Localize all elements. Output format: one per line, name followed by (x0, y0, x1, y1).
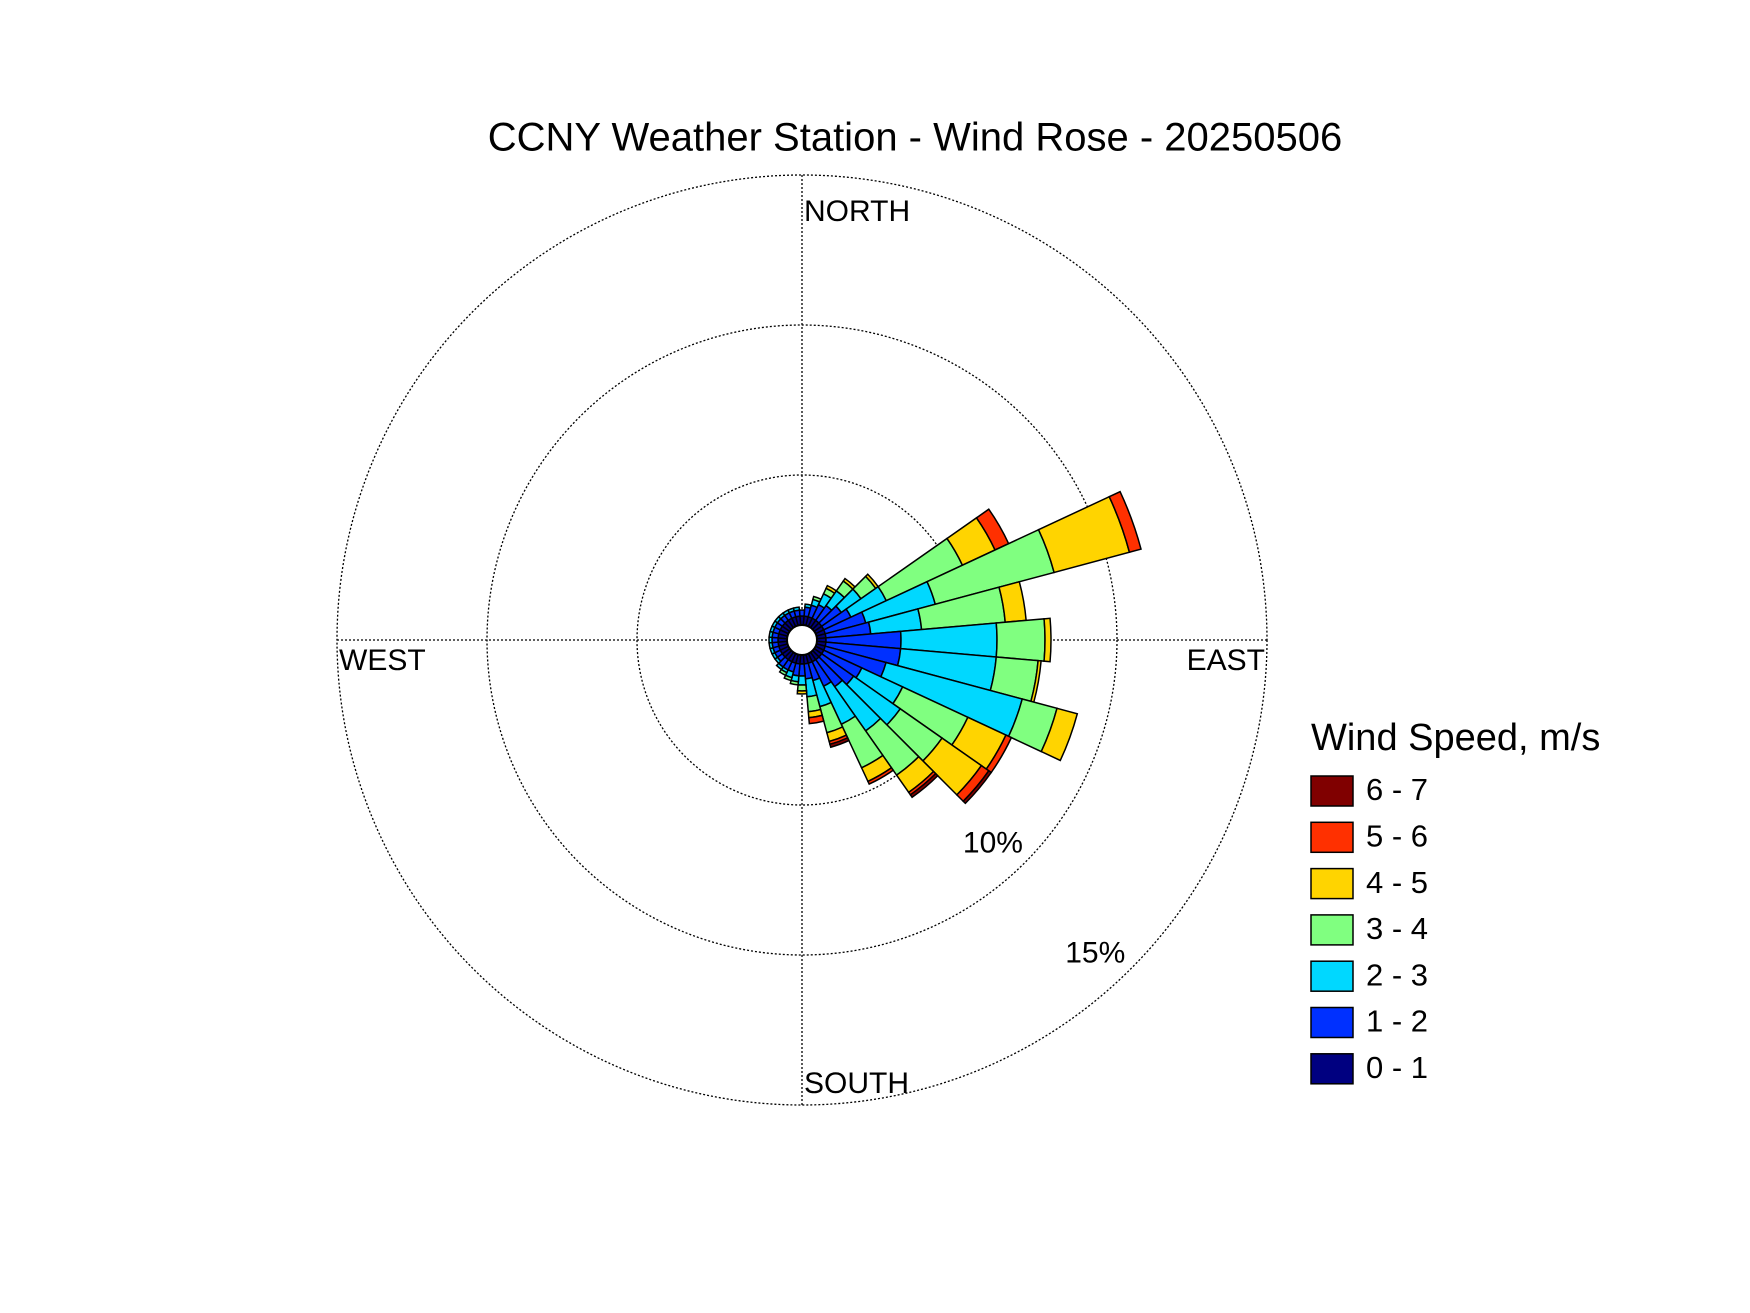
legend-label: 4 - 5 (1366, 865, 1428, 900)
wedge (783, 674, 793, 682)
legend-label: 3 - 4 (1366, 911, 1428, 946)
compass-label: EAST (1187, 644, 1265, 677)
chart-title: CCNY Weather Station - Wind Rose - 20250… (488, 116, 1343, 160)
wedge (789, 679, 800, 686)
wedge (807, 714, 825, 725)
r-tick-label: 10% (963, 827, 1023, 860)
wedge (962, 769, 993, 805)
legend-swatch (1310, 1006, 1354, 1039)
legend-swatch (1310, 1053, 1354, 1085)
legend-label: 5 - 6 (1366, 818, 1428, 853)
legend-swatch (1310, 914, 1354, 946)
wedge (792, 606, 801, 612)
center-hole (786, 624, 818, 656)
legend-label: 2 - 3 (1366, 957, 1428, 992)
wedge (995, 618, 1046, 662)
legend-swatch (1310, 821, 1354, 854)
compass-label: SOUTH (804, 1067, 909, 1100)
wedge (1043, 617, 1052, 663)
legend-title: Wind Speed, m/s (1311, 717, 1600, 759)
legend-swatch (1310, 867, 1354, 900)
wedge (796, 689, 808, 695)
wedge (909, 772, 939, 799)
wedge (1108, 490, 1142, 554)
wedge (829, 736, 850, 749)
wedge (1040, 707, 1079, 762)
r-tick-label: 15% (1065, 936, 1125, 969)
legend-swatch (1310, 775, 1354, 807)
wedge (778, 668, 788, 677)
compass-label: NORTH (804, 195, 910, 228)
grid-ring (336, 174, 1268, 1106)
legend-label: 0 - 1 (1366, 1050, 1428, 1085)
wedge (796, 684, 808, 692)
grid-ring (486, 324, 1118, 956)
wedge (775, 662, 785, 671)
compass-label: WEST (339, 644, 426, 677)
wedge (866, 766, 895, 786)
legend-swatch (1310, 960, 1354, 992)
legend-label: 6 - 7 (1366, 772, 1428, 807)
legend-label: 1 - 2 (1366, 1004, 1428, 1039)
